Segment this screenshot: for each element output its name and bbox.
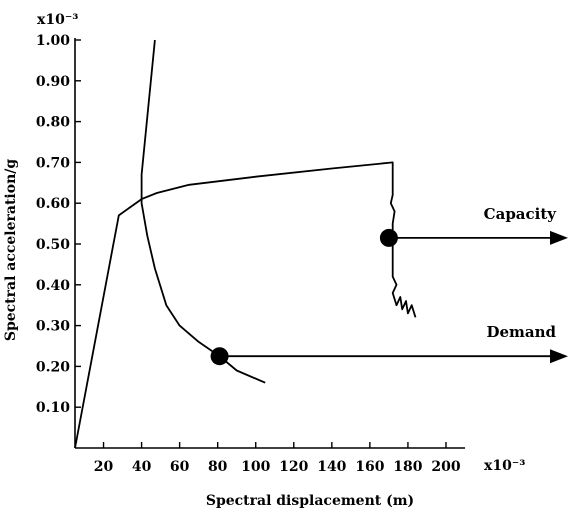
marker-group (210, 228, 398, 366)
y-tick-label: 0.90 (36, 74, 70, 90)
y-tick-label: 0.60 (36, 196, 70, 212)
x-tick-label: 180 (393, 459, 422, 475)
x-tick-label: 160 (355, 459, 384, 475)
annotation-group: Capacity Demand (227, 205, 568, 364)
x-tick-label: 60 (170, 459, 190, 475)
y-tick-label: 0.70 (36, 155, 70, 171)
y-multiplier-label: x10⁻³ (37, 12, 78, 28)
capacity-point-marker (379, 228, 398, 247)
y-tick-label: 0.50 (36, 237, 70, 253)
axes (74, 38, 465, 449)
x-tick-label: 100 (241, 459, 270, 475)
y-tick-label: 0.10 (36, 400, 70, 416)
demand-label: Demand (486, 323, 556, 341)
y-tick-label: 1.00 (36, 33, 70, 49)
x-multiplier-label: x10⁻³ (484, 458, 525, 474)
x-tick-label: 140 (317, 459, 346, 475)
x-tick-label: 80 (208, 459, 228, 475)
demand-point-marker (210, 347, 229, 366)
series-group (74, 39, 417, 449)
x-axis-title: Spectral displacement (m) (206, 493, 414, 509)
y-tick-label: 0.40 (36, 278, 70, 294)
capacity-curve (74, 161, 417, 449)
x-tick-label: 20 (94, 459, 114, 475)
y-tick-label: 0.30 (36, 319, 70, 335)
demand-curve (140, 39, 266, 384)
capacity-label: Capacity (484, 205, 558, 223)
x-tick-label: 40 (132, 459, 152, 475)
label-group: 0.10 0.20 0.30 0.40 0.50 0.60 0.70 0.80 0.90 1.00… (3, 12, 525, 509)
capacity-arrow-head (550, 230, 568, 245)
y-tick-label: 0.80 (36, 115, 70, 131)
x-tick-label: 200 (431, 459, 460, 475)
y-axis-title: Spectral acceleration/g (3, 159, 19, 342)
x-tick-label: 120 (279, 459, 308, 475)
y-tick-label: 0.20 (36, 359, 70, 375)
demand-arrow-head (550, 349, 568, 364)
